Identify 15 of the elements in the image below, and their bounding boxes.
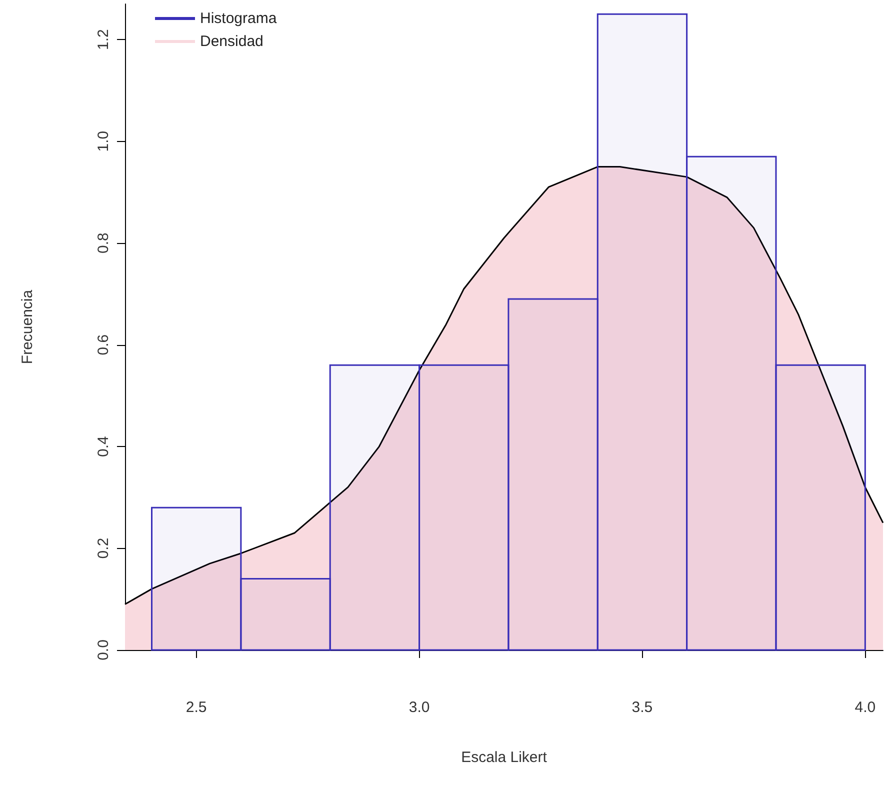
- x-tick-label: 3.0: [408, 699, 430, 716]
- y-tick-label: 0.4: [95, 436, 112, 457]
- y-tick-label: 0.2: [95, 538, 112, 559]
- y-axis-title: Frecuencia: [19, 289, 36, 364]
- x-axis-title: Escala Likert: [461, 749, 548, 766]
- x-tick-label: 3.5: [632, 699, 653, 716]
- y-tick-label: 0.0: [95, 640, 112, 660]
- y-tick-label: 1.0: [95, 130, 112, 152]
- x-tick-label: 2.5: [186, 699, 207, 716]
- x-tick-label: 4.0: [854, 699, 876, 716]
- y-tick-label: 1.2: [95, 29, 112, 50]
- legend-label: Densidad: [200, 33, 264, 50]
- legend-label: Histograma: [200, 10, 278, 27]
- y-tick-label: 0.8: [95, 232, 112, 254]
- y-tick-label: 0.6: [95, 334, 112, 356]
